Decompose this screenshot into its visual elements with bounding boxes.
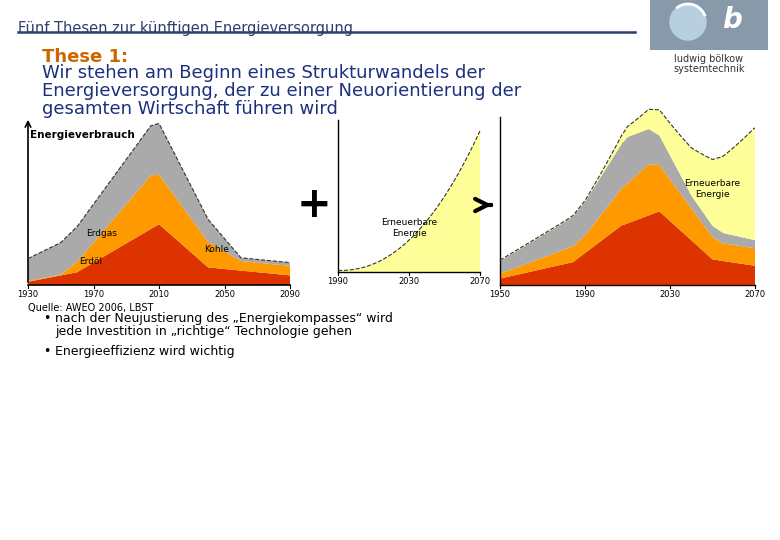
Polygon shape (338, 131, 480, 272)
Polygon shape (500, 212, 755, 285)
Text: Energieeffizienz wird wichtig: Energieeffizienz wird wichtig (55, 345, 235, 358)
Text: Kohle: Kohle (204, 245, 229, 254)
Polygon shape (28, 174, 290, 282)
Text: 2050: 2050 (214, 290, 235, 299)
Polygon shape (500, 164, 755, 279)
Text: •: • (43, 312, 51, 325)
Text: Erdgas: Erdgas (87, 230, 117, 238)
Text: 2030: 2030 (659, 290, 681, 299)
Text: Erneuerbare
Energie: Erneuerbare Energie (381, 218, 437, 238)
Polygon shape (28, 124, 290, 281)
Text: b: b (722, 6, 742, 34)
Text: 2070: 2070 (470, 277, 491, 286)
Text: 1930: 1930 (17, 290, 38, 299)
Text: 2070: 2070 (744, 290, 765, 299)
Text: Quelle: AWEO 2006, LBST: Quelle: AWEO 2006, LBST (28, 303, 154, 313)
Text: 1970: 1970 (83, 290, 104, 299)
FancyBboxPatch shape (650, 0, 768, 50)
Text: 2010: 2010 (148, 290, 169, 299)
Text: systemtechnik: systemtechnik (673, 64, 745, 74)
Text: Energieverbrauch: Energieverbrauch (30, 130, 135, 140)
Text: 1950: 1950 (490, 290, 510, 299)
Text: Erdöl: Erdöl (79, 256, 101, 266)
Text: nach der Neujustierung des „Energiekompasses“ wird: nach der Neujustierung des „Energiekompa… (55, 312, 393, 325)
Polygon shape (500, 109, 755, 261)
Text: These 1:: These 1: (42, 48, 128, 66)
Text: 1990: 1990 (328, 277, 349, 286)
Text: Wir stehen am Beginn eines Strukturwandels der: Wir stehen am Beginn eines Strukturwande… (42, 64, 485, 82)
Text: ludwig bölkow: ludwig bölkow (675, 54, 743, 64)
Text: jede Investition in „richtige“ Technologie gehen: jede Investition in „richtige“ Technolog… (55, 325, 352, 338)
Text: 2090: 2090 (279, 290, 300, 299)
Polygon shape (28, 225, 290, 285)
Text: Fünf Thesen zur künftigen Energieversorgung: Fünf Thesen zur künftigen Energieversorg… (18, 21, 353, 36)
Text: •: • (43, 345, 51, 358)
Text: Energieversorgung, der zu einer Neuorientierung der: Energieversorgung, der zu einer Neuorien… (42, 82, 521, 100)
Circle shape (670, 4, 706, 40)
Text: +: + (296, 184, 331, 226)
Polygon shape (500, 129, 755, 274)
Text: 2030: 2030 (399, 277, 420, 286)
Text: 1990: 1990 (575, 290, 595, 299)
Text: Erneuerbare
Energie: Erneuerbare Energie (684, 179, 740, 199)
Text: gesamten Wirtschaft führen wird: gesamten Wirtschaft führen wird (42, 100, 338, 118)
